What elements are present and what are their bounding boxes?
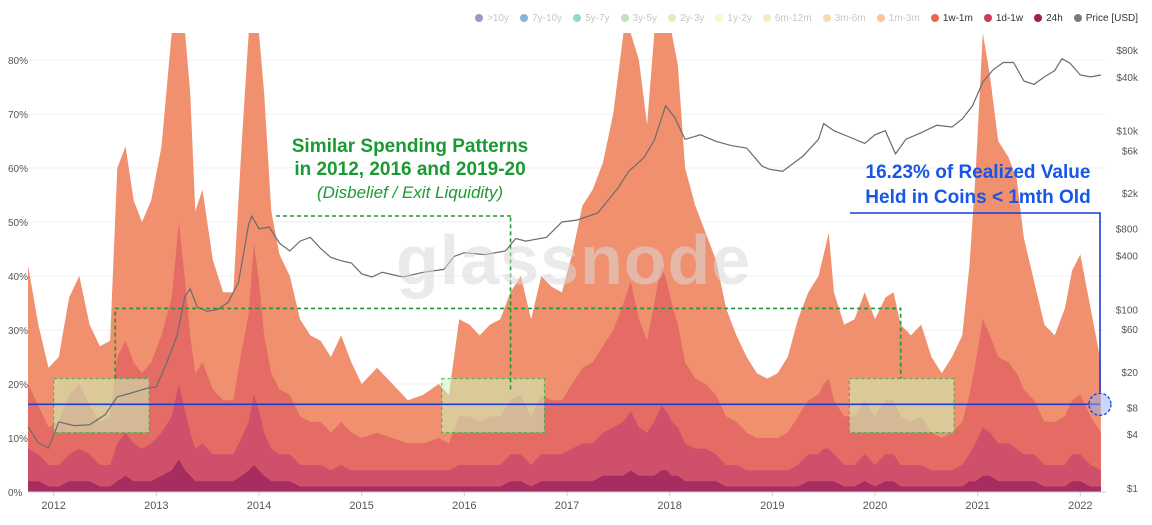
legend-label: 5y-7y	[585, 12, 610, 24]
legend-label: 6m-12m	[774, 12, 812, 24]
y-left-tick-label: 80%	[8, 56, 28, 67]
x-tick-label: 2020	[863, 500, 887, 512]
y-left-tick-label: 60%	[8, 164, 28, 175]
legend-label: 1m-3m	[888, 12, 920, 24]
x-tick-label: 2019	[760, 500, 784, 512]
y-left-tick-label: 30%	[8, 326, 28, 337]
y-right-tick-label: $4	[1127, 430, 1139, 441]
legend-dot-icon	[573, 14, 582, 22]
y-left-tick-label: 50%	[8, 218, 28, 229]
legend-item-7y-10y[interactable]: 7y-10y	[520, 13, 562, 24]
price-line	[27, 57, 1102, 449]
legend-dot-icon	[520, 14, 529, 22]
x-tick-label: 2016	[452, 500, 476, 512]
legend-label: 3y-5y	[632, 12, 657, 24]
blue-annotation-line1: 16.23% of Realized Value	[865, 162, 1091, 183]
y-right-tick-label: $8	[1127, 403, 1139, 414]
legend-item--10y[interactable]: >10y	[475, 13, 509, 24]
x-tick-label: 2012	[41, 500, 65, 512]
x-tick-label: 2022	[1068, 500, 1092, 512]
legend-dot-icon	[930, 14, 939, 22]
legend-item-1y-2y[interactable]: 1y-2y	[715, 12, 752, 24]
legend-dot-icon	[876, 14, 885, 22]
legend-item-3y-5y[interactable]: 3y-5y	[620, 12, 657, 24]
highlight-box	[441, 378, 545, 434]
area-1m-3m	[28, 33, 1101, 492]
green-annotation-line2: in 2012, 2016 and 2019-20	[294, 159, 526, 180]
current-value-marker	[1088, 392, 1112, 417]
y-right-tick-label: $20	[1121, 368, 1138, 379]
y-left-tick-label: 10%	[8, 434, 28, 445]
legend-dot-icon	[715, 14, 724, 22]
green-annotation-line3: (Disbelief / Exit Liquidity)	[316, 183, 504, 202]
legend-label: 24h	[1046, 12, 1063, 24]
legend-dot-icon	[667, 14, 676, 22]
highlight-box	[53, 378, 150, 434]
legend-label: 1w-1m	[942, 12, 973, 24]
legend-dot-icon	[620, 14, 629, 22]
area-24h	[28, 459, 1101, 492]
legend-item-price-usd[interactable]: Price [USD]	[1073, 12, 1138, 24]
legend-item-1m-3m[interactable]: 1m-3m	[876, 12, 920, 24]
legend-label: >10y	[487, 12, 510, 24]
y-right-tick-label: $2k	[1122, 189, 1139, 200]
legend-label: 1y-2y	[727, 12, 752, 24]
legend-item-5y-7y[interactable]: 5y-7y	[573, 12, 610, 24]
legend-item-3m-6m[interactable]: 3m-6m	[822, 12, 866, 24]
blue-callout-line	[850, 212, 1101, 393]
legend-item-24h[interactable]: 24h	[1034, 13, 1063, 24]
blue-annotation-line2: Held in Coins < 1mth Old	[865, 187, 1091, 208]
legend-label: 7y-10y	[532, 12, 563, 24]
y-right-tick-label: $1	[1127, 484, 1139, 495]
highlight-box	[848, 378, 955, 434]
legend-item-6m-12m[interactable]: 6m-12m	[762, 12, 812, 24]
green-annotation-line1: Similar Spending Patterns	[291, 136, 529, 157]
legend-dot-icon	[1073, 14, 1082, 22]
y-left-tick-label: 0%	[8, 488, 23, 499]
legend-item-2y-3y[interactable]: 2y-3y	[667, 12, 705, 24]
x-tick-label: 2013	[144, 500, 168, 512]
legend-item-1w-1m[interactable]: 1w-1m	[930, 12, 973, 24]
y-left-tick-label: 20%	[8, 380, 28, 391]
y-right-tick-label: $100	[1116, 305, 1139, 316]
x-tick-label: 2015	[349, 500, 373, 512]
y-left-tick-label: 70%	[8, 110, 28, 121]
y-right-tick-label: $800	[1116, 225, 1139, 236]
green-connector	[276, 215, 512, 390]
legend-dot-icon	[983, 14, 992, 22]
green-annotation: Similar Spending Patterns in 2012, 2016 …	[262, 135, 558, 204]
legend-label: Price [USD]	[1085, 12, 1138, 24]
legend-item-1d-1w[interactable]: 1d-1w	[983, 12, 1024, 24]
x-tick-label: 2021	[965, 500, 989, 512]
legend-label: 2y-3y	[679, 12, 705, 24]
x-tick-label: 2018	[657, 500, 681, 512]
legend-dot-icon	[475, 14, 484, 22]
y-right-tick-label: $10k	[1116, 127, 1139, 138]
legend-label: 3m-6m	[834, 12, 866, 24]
y-right-tick-label: $6k	[1122, 146, 1139, 157]
legend-dot-icon	[1034, 14, 1043, 22]
y-left-tick-label: 40%	[8, 272, 28, 283]
area-1d-1w	[28, 384, 1101, 492]
x-tick-label: 2017	[555, 500, 579, 512]
y-right-tick-label: $40k	[1116, 73, 1139, 84]
x-tick-label: 2014	[247, 500, 271, 512]
green-bracket	[114, 307, 902, 379]
y-right-tick-label: $400	[1116, 252, 1139, 263]
area-1w-1m	[28, 222, 1101, 492]
legend: >10y 7y-10y 5y-7y 3y-5y 2y-3y 1y-2y 6m-12m 3m-6…	[475, 10, 1138, 26]
legend-dot-icon	[762, 14, 771, 22]
y-right-tick-label: $60	[1121, 325, 1138, 336]
legend-label: 1d-1w	[995, 12, 1024, 24]
blue-annotation: 16.23% of Realized Value Held in Coins <…	[830, 160, 1126, 210]
y-right-tick-label: $80k	[1116, 46, 1139, 57]
watermark: glassnode	[396, 221, 752, 299]
legend-dot-icon	[822, 14, 831, 22]
